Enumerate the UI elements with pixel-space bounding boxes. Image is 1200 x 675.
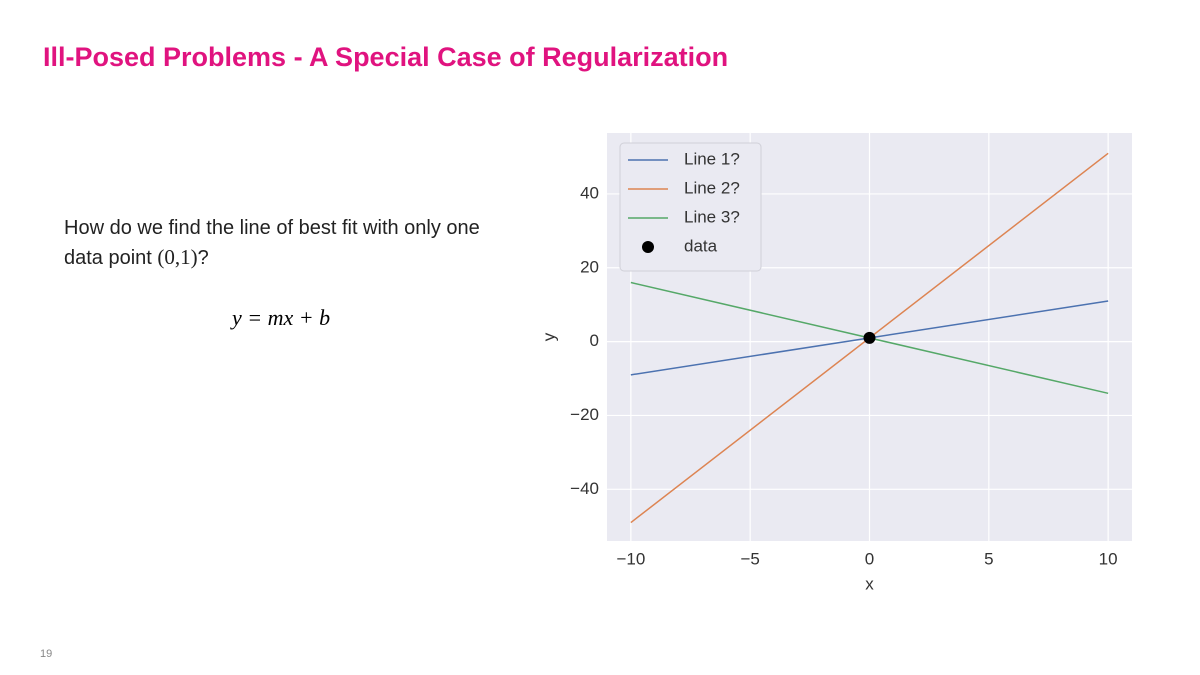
x-tick-label: −5 xyxy=(740,549,759,568)
x-axis-label: x xyxy=(865,574,874,593)
legend-label: Line 2? xyxy=(684,178,740,197)
x-tick-label: 5 xyxy=(984,549,993,568)
x-tick-label: 10 xyxy=(1099,549,1118,568)
y-tick-label: −20 xyxy=(570,405,599,424)
slide-title: Ill-Posed Problems - A Special Case of R… xyxy=(43,42,729,72)
x-tick-label: −10 xyxy=(616,549,645,568)
formula: y = mx + b xyxy=(232,305,331,330)
legend-marker xyxy=(642,241,654,253)
body-main: How do we find the line of best fit with… xyxy=(64,217,480,269)
y-tick-label: 40 xyxy=(580,183,599,202)
body-end: ? xyxy=(197,247,209,269)
legend-label: Line 3? xyxy=(684,207,740,226)
legend-label: data xyxy=(684,236,718,255)
y-tick-label: 20 xyxy=(580,257,599,276)
x-tick-label: 0 xyxy=(865,549,874,568)
legend-box xyxy=(619,142,762,272)
data-point xyxy=(863,331,876,344)
math-point: (0,1) xyxy=(157,245,198,269)
y-tick-label: 0 xyxy=(590,331,599,350)
y-tick-label: −40 xyxy=(570,479,599,498)
body-text: How do we find the line of best fit with… xyxy=(64,214,514,273)
y-axis-label: y xyxy=(539,332,558,341)
legend-label: Line 1? xyxy=(684,149,740,168)
page-number: 19 xyxy=(40,648,53,660)
